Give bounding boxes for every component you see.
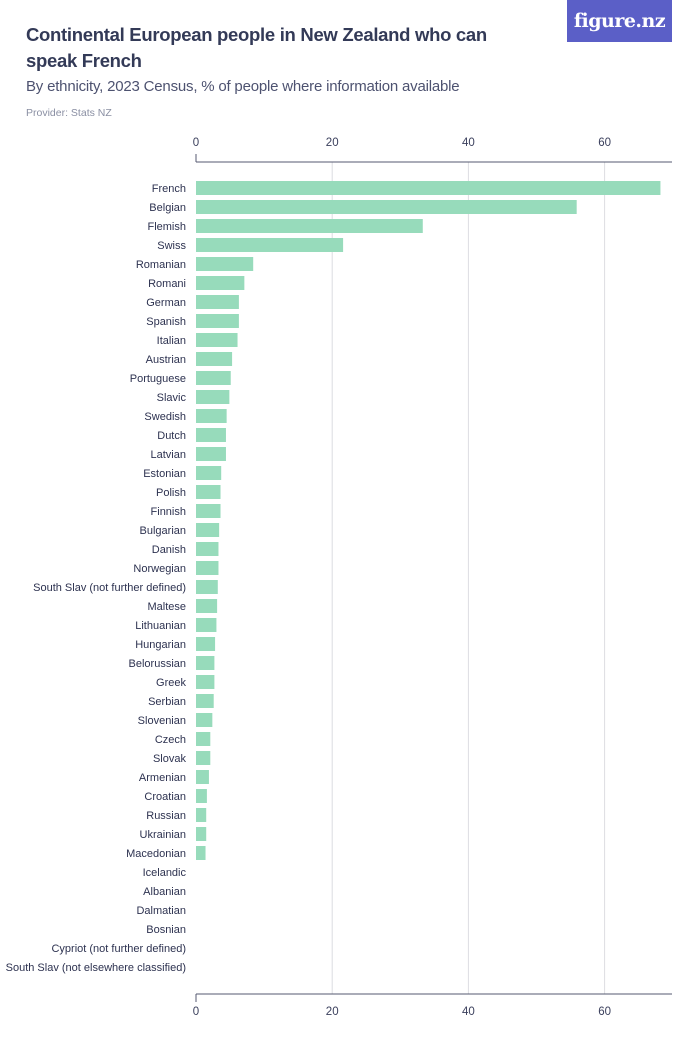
bar [196, 542, 219, 556]
category-label: Albanian [143, 886, 186, 898]
category-label: Hungarian [135, 639, 186, 651]
category-label: Flemish [147, 221, 186, 233]
bar [196, 466, 222, 480]
category-label: Icelandic [143, 867, 187, 879]
category-label: Dutch [157, 430, 186, 442]
x-tick-label-top: 40 [462, 137, 475, 149]
bar [196, 789, 207, 803]
chart-title: Continental European people in New Zeala… [26, 24, 487, 71]
category-label: Romani [148, 278, 186, 290]
category-label: South Slav (not elsewhere classified) [6, 962, 186, 974]
bar [196, 390, 230, 404]
bar [196, 637, 216, 651]
bar [196, 352, 233, 366]
category-label: Swiss [157, 240, 186, 252]
bar [196, 770, 209, 784]
category-label: Swedish [144, 411, 186, 423]
category-label: Belgian [149, 202, 186, 214]
category-label: Romanian [136, 259, 186, 271]
x-tick-label-bottom: 0 [193, 1006, 199, 1018]
category-label: Finnish [151, 506, 186, 518]
bar [196, 561, 219, 575]
bar [196, 846, 206, 860]
x-tick-label-top: 20 [326, 137, 339, 149]
bar [196, 694, 214, 708]
bar [196, 808, 207, 822]
bar [196, 751, 211, 765]
category-label: Dalmatian [136, 905, 186, 917]
category-label: French [152, 183, 186, 195]
bar [196, 713, 213, 727]
category-label: Slovak [153, 753, 187, 765]
bar [196, 371, 231, 385]
category-label: Estonian [143, 468, 186, 480]
category-label: Macedonian [126, 848, 186, 860]
category-label: Bosnian [146, 924, 186, 936]
category-label: Czech [155, 734, 186, 746]
figure-nz-logo[interactable]: figure.nz [567, 0, 672, 42]
bar [196, 333, 238, 347]
category-label: Austrian [146, 354, 186, 366]
category-label: Slovenian [138, 715, 186, 727]
category-label: Italian [157, 335, 186, 347]
category-label: Spanish [146, 316, 186, 328]
chart-subtitle: By ethnicity, 2023 Census, % of people w… [26, 78, 460, 95]
bar [196, 181, 661, 195]
category-label: Slavic [157, 392, 187, 404]
category-label: Greek [156, 677, 186, 689]
bar [196, 580, 218, 594]
category-label: Russian [146, 810, 186, 822]
provider-label: Provider: Stats NZ [26, 107, 112, 119]
category-label: Portuguese [130, 373, 186, 385]
category-label: Latvian [151, 449, 186, 461]
category-label: South Slav (not further defined) [33, 582, 186, 594]
category-label: Bulgarian [140, 525, 186, 537]
bar [196, 295, 239, 309]
x-tick-label-top: 60 [598, 137, 611, 149]
bar [196, 675, 215, 689]
category-label: Serbian [148, 696, 186, 708]
bar [196, 257, 254, 271]
bar [196, 409, 227, 423]
bar [196, 656, 215, 670]
category-label: German [146, 297, 186, 309]
bar [196, 276, 245, 290]
bar [196, 238, 344, 252]
bar [196, 314, 239, 328]
bar [196, 485, 221, 499]
category-label: Cypriot (not further defined) [51, 943, 186, 955]
bar [196, 827, 207, 841]
bar [196, 599, 218, 613]
category-label: Danish [152, 544, 186, 556]
category-label: Belorussian [129, 658, 186, 670]
category-label: Polish [156, 487, 186, 499]
bar [196, 523, 220, 537]
x-tick-label-bottom: 20 [326, 1006, 339, 1018]
bar [196, 200, 577, 214]
category-label: Ukrainian [140, 829, 186, 841]
bar [196, 504, 221, 518]
bar [196, 447, 226, 461]
category-label: Armenian [139, 772, 186, 784]
category-label: Croatian [144, 791, 186, 803]
bar [196, 732, 211, 746]
x-tick-label-top: 0 [193, 137, 199, 149]
bar [196, 428, 226, 442]
bar [196, 618, 217, 632]
category-label: Lithuanian [135, 620, 186, 632]
bar [196, 219, 423, 233]
category-label: Norwegian [133, 563, 186, 575]
category-label: Maltese [147, 601, 186, 613]
x-tick-label-bottom: 60 [598, 1006, 611, 1018]
x-tick-label-bottom: 40 [462, 1006, 475, 1018]
